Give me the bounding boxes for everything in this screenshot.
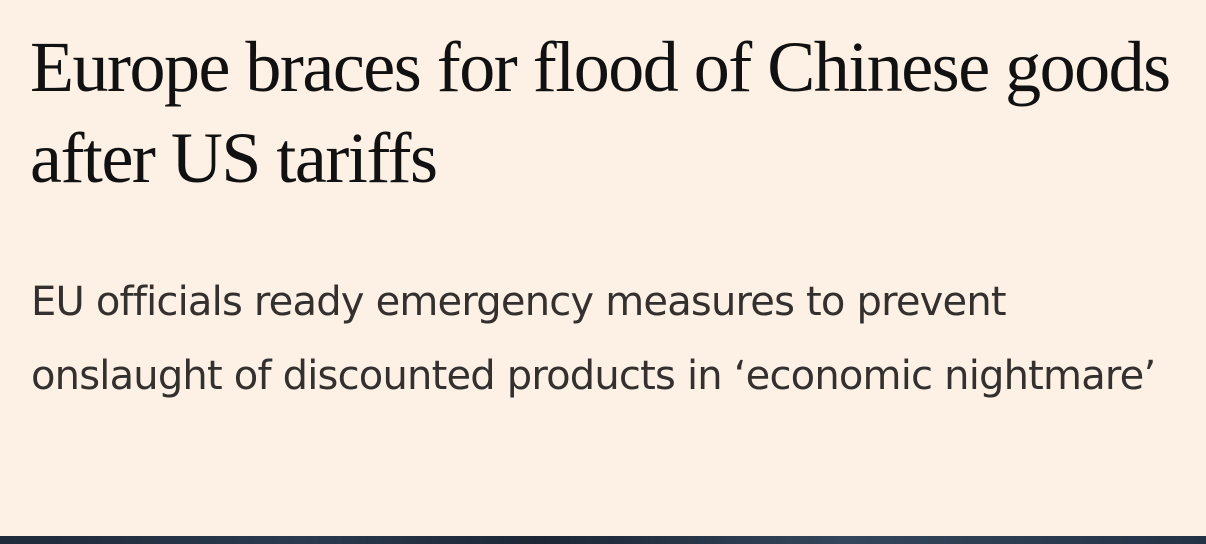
article-image-preview <box>0 536 1206 544</box>
article-standfirst: EU officials ready emergency measures to… <box>31 279 1156 399</box>
article-headline[interactable]: Europe braces for flood of Chinese goods… <box>30 27 1171 198</box>
